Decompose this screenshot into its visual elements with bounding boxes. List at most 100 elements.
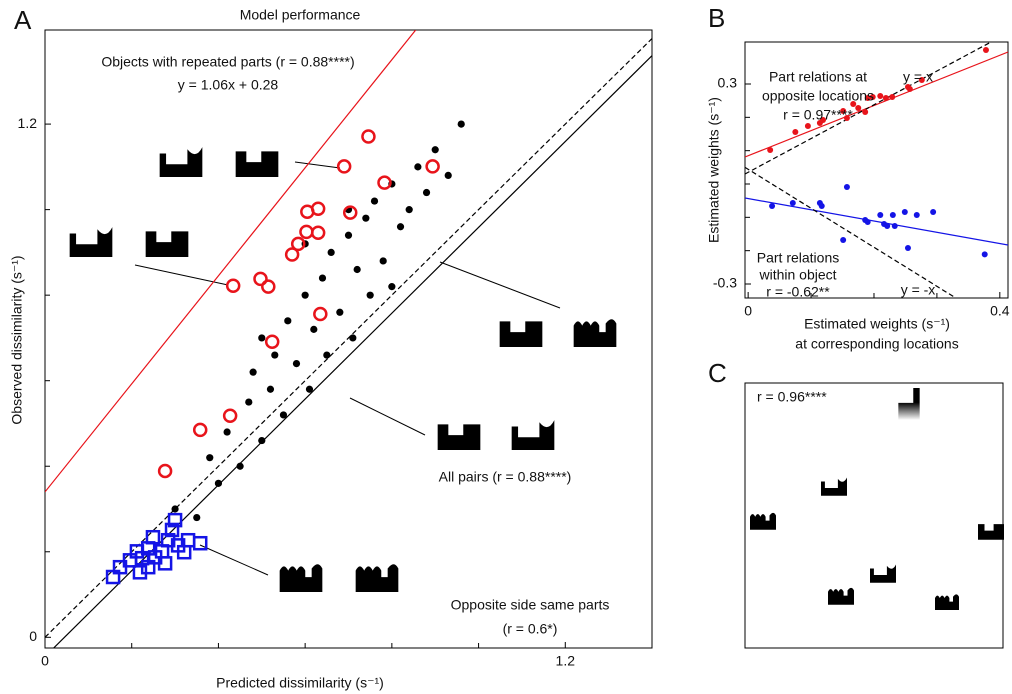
panel-b: B 0 0.4 -0.3 0.3 Estimated weights (s⁻¹) at co… — [706, 3, 1010, 352]
point — [431, 146, 439, 154]
point — [820, 117, 827, 123]
point — [901, 209, 908, 215]
point — [913, 212, 920, 218]
point — [266, 385, 275, 393]
point — [862, 109, 869, 115]
leader-lines — [134, 161, 561, 576]
point — [171, 505, 179, 513]
point — [253, 271, 268, 287]
fit-line — [45, 30, 417, 493]
point — [379, 257, 387, 265]
point — [884, 223, 891, 229]
point — [336, 159, 352, 174]
point — [981, 251, 988, 258]
x-axis-label: at corresponding locations — [795, 336, 958, 352]
series — [157, 129, 440, 479]
point — [258, 436, 266, 445]
point — [843, 184, 850, 190]
point — [840, 237, 847, 243]
point — [850, 101, 857, 107]
series — [105, 512, 208, 585]
point — [361, 129, 376, 144]
point — [930, 209, 937, 215]
annotation: y = x — [903, 69, 933, 85]
point — [388, 283, 396, 291]
point — [344, 231, 353, 239]
point — [157, 463, 173, 479]
point — [327, 248, 335, 256]
shape-icons — [750, 388, 1004, 610]
point — [349, 334, 357, 342]
y-tick-label: 0.3 — [718, 75, 738, 91]
point — [300, 204, 315, 220]
fit-line — [745, 197, 1008, 246]
point — [840, 108, 847, 114]
point — [164, 522, 180, 538]
point — [882, 95, 889, 101]
point — [769, 203, 776, 209]
point — [843, 115, 850, 121]
plot-frame — [44, 29, 653, 649]
fit-line — [45, 38, 652, 638]
point — [318, 274, 327, 282]
annotation: Objects with repeated parts (r = 0.88***… — [101, 54, 354, 70]
point — [313, 306, 328, 322]
point — [366, 291, 374, 299]
point — [891, 223, 898, 229]
annotation: within object — [758, 267, 836, 283]
point — [792, 129, 799, 135]
point — [310, 225, 326, 240]
y-tick-label: -0.3 — [713, 275, 737, 291]
point — [279, 411, 288, 419]
point — [336, 308, 344, 316]
y-axis-label: Estimated weights (s⁻¹) — [706, 97, 722, 243]
y-tick-label: 1.2 — [18, 115, 38, 131]
annotation: opposite locations — [762, 88, 874, 104]
point — [305, 385, 314, 393]
point — [249, 368, 257, 376]
annotation: r = -0.62** — [766, 284, 830, 300]
x-tick-label: 0.4 — [990, 303, 1010, 319]
annotation: Opposite side same parts — [451, 597, 610, 613]
x-axis-label: Estimated weights (s⁻¹) — [804, 316, 950, 332]
point — [261, 279, 276, 294]
point — [222, 408, 238, 424]
point — [855, 105, 862, 111]
x-axis-label: Predicted dissimilarity (s⁻¹) — [216, 675, 384, 691]
point — [918, 77, 925, 83]
annotation: (r = 0.6*) — [503, 621, 558, 637]
point — [284, 247, 300, 262]
annotation: r = 0.97**** — [783, 107, 853, 123]
point — [310, 325, 318, 333]
point — [225, 278, 241, 294]
point — [864, 219, 871, 225]
point — [192, 422, 208, 438]
point — [877, 212, 884, 218]
panel-label: A — [14, 5, 32, 35]
annotation: y = 1.06x + 0.28 — [178, 77, 279, 93]
point — [301, 291, 309, 299]
point — [425, 159, 440, 174]
fit-line — [745, 42, 993, 175]
chart-title: Model performance — [240, 7, 361, 23]
point — [271, 351, 279, 359]
fit-line — [53, 55, 652, 648]
point — [818, 203, 825, 209]
fit-line — [745, 51, 1008, 158]
point — [193, 513, 201, 522]
plot-frame — [744, 382, 1004, 649]
point — [292, 359, 301, 368]
point — [167, 512, 183, 528]
point — [362, 214, 370, 222]
point — [767, 147, 774, 153]
point — [284, 317, 292, 325]
point — [145, 529, 161, 545]
point — [245, 398, 253, 406]
point — [789, 200, 796, 206]
point — [377, 175, 392, 190]
panel-a: A 0 1.2 0 1.2 Model performance Predicted diss… — [9, 5, 653, 691]
point — [323, 351, 331, 359]
point — [370, 197, 379, 205]
annotation: Part relations at — [769, 69, 867, 85]
point — [299, 224, 314, 240]
